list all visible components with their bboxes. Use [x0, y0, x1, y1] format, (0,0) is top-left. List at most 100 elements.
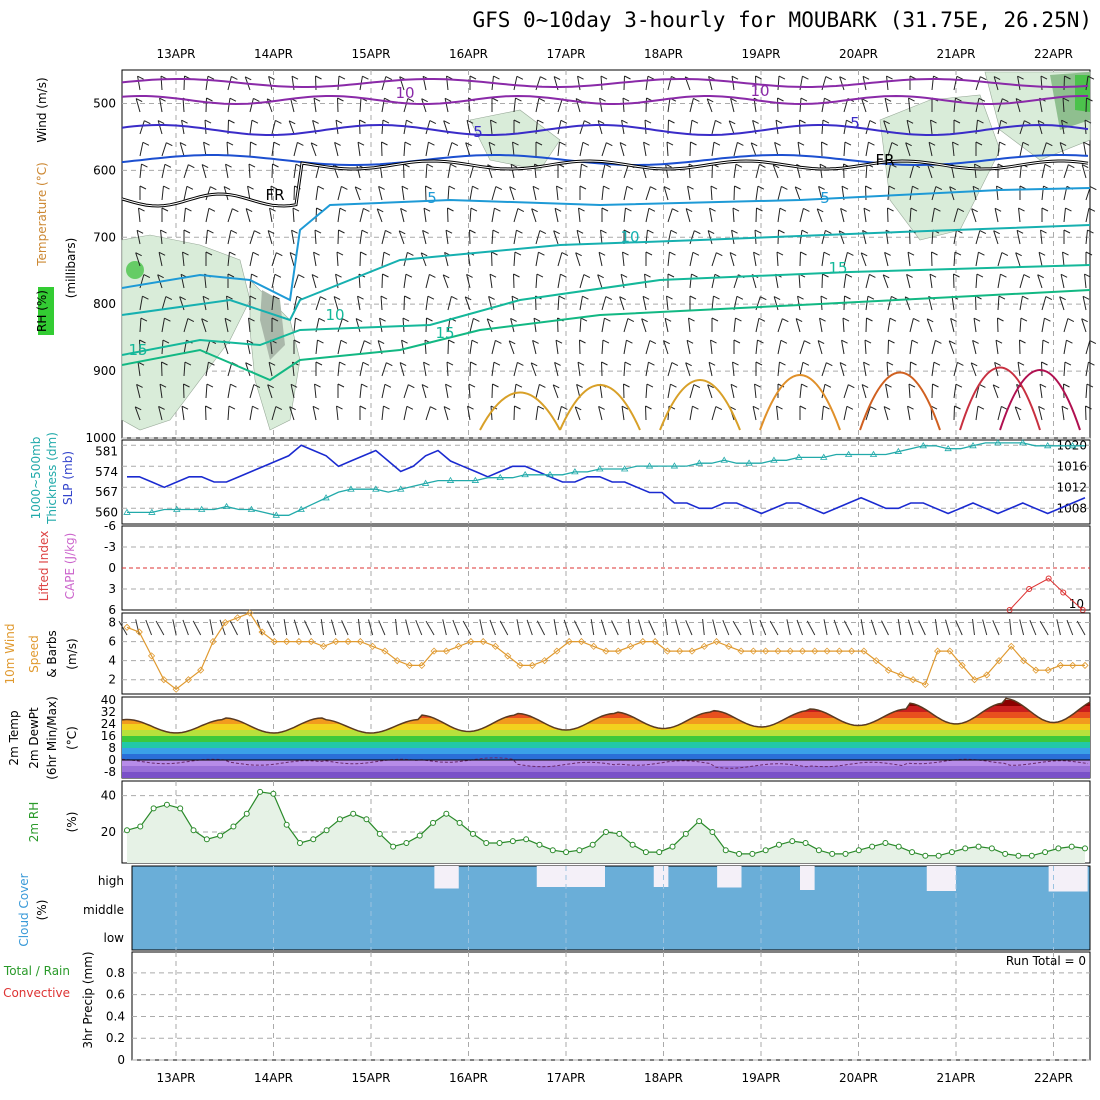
wind-barb — [822, 119, 830, 124]
wind-barb — [843, 252, 848, 267]
wind-barb — [183, 164, 189, 179]
wind-barb — [935, 339, 942, 344]
wind-barb — [819, 317, 826, 322]
wind-barb — [160, 75, 163, 91]
thickness-marker — [919, 442, 927, 449]
wind-barb — [799, 362, 804, 377]
wind-barb — [844, 295, 851, 300]
wind-barb — [1085, 230, 1088, 245]
wind-barb — [1062, 252, 1065, 267]
rh2m-marker — [403, 839, 410, 846]
wind-barb — [863, 208, 867, 223]
wind-barb — [1084, 119, 1092, 124]
wind10-barb — [992, 620, 1000, 636]
thickness-marker — [994, 439, 1002, 446]
wind10-barb — [796, 619, 803, 636]
wind-barb — [490, 119, 497, 124]
wind-barb — [574, 406, 582, 411]
wind-barb — [554, 361, 561, 366]
wind-barb — [136, 229, 144, 234]
wind-barb — [667, 98, 671, 113]
thickness-marker — [173, 505, 181, 512]
wind-barb — [863, 362, 867, 377]
wind-barb — [379, 317, 386, 322]
wind-barb — [997, 98, 1003, 113]
wind10-marker — [123, 623, 131, 631]
wind-barb — [996, 185, 1003, 190]
wind-barb — [201, 318, 208, 323]
rh2m-marker — [177, 805, 184, 812]
wind10-marker — [283, 638, 291, 646]
wind-barb — [465, 142, 472, 147]
wind-barb — [533, 317, 541, 322]
wind-barb — [971, 208, 977, 223]
wind-barb — [532, 340, 537, 355]
wind-barb — [597, 120, 603, 135]
wind-barb — [601, 142, 607, 157]
wind-barb — [993, 76, 1001, 80]
wind-barb — [508, 340, 515, 355]
wind-barb — [601, 207, 609, 212]
wind-barb — [513, 98, 516, 113]
wind-barb — [732, 362, 735, 377]
wind-barb — [730, 98, 735, 113]
wind-barb — [355, 318, 363, 322]
wind-barb — [821, 252, 825, 267]
wind-barb — [576, 383, 583, 388]
wind-barb — [729, 252, 737, 256]
wind-barb — [689, 384, 695, 399]
wind-barb — [448, 339, 455, 344]
wind-barb — [707, 230, 715, 234]
wind-barb — [975, 230, 981, 245]
rh2m-marker — [509, 838, 516, 845]
rh2m-marker — [895, 843, 902, 850]
rh2m-marker — [922, 852, 929, 859]
wind-barb — [201, 164, 209, 168]
wind-barb — [421, 384, 429, 388]
wind-barb — [246, 340, 251, 355]
wind-barb — [164, 317, 171, 322]
wind10-barb — [860, 619, 865, 636]
thickness-marker — [471, 476, 480, 483]
wind-barb — [491, 97, 499, 102]
wind-barb — [320, 296, 327, 301]
wind10-marker — [872, 657, 880, 665]
wind-barb — [824, 97, 831, 102]
wind-barb — [887, 142, 893, 157]
wind-barb — [159, 384, 163, 399]
wind-barb — [971, 208, 978, 213]
thickness-marker — [720, 456, 728, 463]
wind-barb — [978, 97, 986, 102]
wind-barb — [729, 252, 735, 267]
wind-barb — [861, 98, 867, 113]
wind-barb — [510, 164, 515, 179]
wind-barb — [385, 76, 393, 80]
wind-barb — [379, 318, 383, 333]
thickness-marker — [620, 465, 629, 472]
wind-barb — [429, 120, 437, 124]
rh2m-marker — [722, 847, 729, 854]
wind-barb — [821, 76, 827, 91]
wind-barb — [584, 120, 591, 125]
wind-barb — [540, 76, 547, 81]
wind-barb — [382, 119, 390, 124]
wind-barb — [948, 340, 955, 355]
wind-barb — [421, 98, 428, 103]
wind-barb — [136, 230, 141, 245]
wind-barb — [797, 295, 804, 300]
wind-barb — [245, 362, 252, 367]
wind-barb — [995, 339, 1003, 344]
wind10-barb — [395, 619, 398, 636]
wind-barb — [247, 185, 254, 190]
wind-barb — [840, 207, 847, 212]
cloud-gap — [926, 866, 956, 891]
wind-barb — [711, 296, 714, 311]
rh2m-marker — [656, 849, 663, 856]
pressure-tick: 600 — [93, 163, 116, 177]
wind-barb — [492, 383, 499, 388]
wind10-barb — [972, 619, 975, 636]
wind-barb — [623, 229, 631, 234]
li-tick: 3 — [108, 582, 116, 596]
wind-barb — [643, 141, 650, 146]
